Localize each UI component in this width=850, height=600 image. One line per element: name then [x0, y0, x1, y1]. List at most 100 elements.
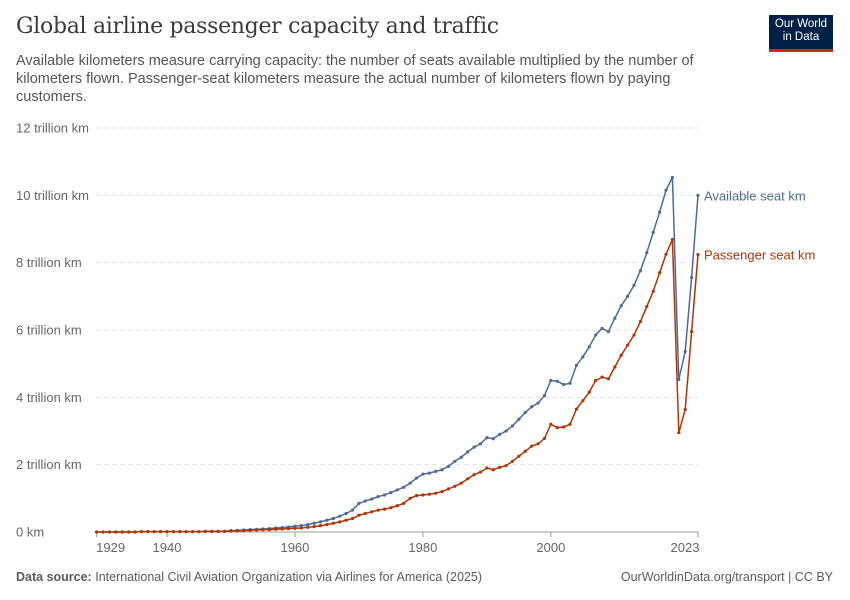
data-point — [126, 530, 131, 534]
line-chart: 0 km 2 trillion km 4 trillion km 6 trillion… — [16, 121, 815, 556]
data-point — [312, 525, 316, 529]
data-point — [530, 444, 534, 448]
data-point — [382, 493, 387, 497]
data-point — [466, 450, 470, 454]
data-point — [210, 529, 214, 533]
data-point — [222, 529, 227, 533]
data-point — [402, 501, 406, 505]
data-point — [190, 530, 195, 534]
data-point — [606, 377, 611, 381]
data-point — [408, 481, 412, 485]
data-point — [242, 529, 246, 533]
data-point — [203, 529, 207, 533]
x-tick-label: 2023 — [671, 540, 700, 555]
owid-logo[interactable]: Our World in Data — [769, 15, 833, 52]
data-point — [325, 518, 329, 522]
data-point — [440, 490, 444, 494]
data-point — [542, 436, 547, 441]
y-tick-label: 10 trillion km — [16, 188, 89, 203]
data-point — [389, 506, 393, 510]
logo-text: Our World in Data — [774, 18, 828, 43]
data-point — [613, 316, 617, 320]
data-point — [670, 175, 675, 180]
data-point — [363, 511, 367, 516]
data-point — [331, 521, 335, 525]
x-tick-label: 2000 — [536, 540, 565, 555]
data-point — [318, 520, 323, 524]
data-point — [370, 510, 374, 514]
data-point — [101, 530, 105, 534]
data-point — [510, 424, 515, 428]
data-point — [658, 271, 662, 275]
data-point — [184, 530, 188, 534]
x-tick-label: 1940 — [153, 540, 182, 555]
data-point — [549, 378, 553, 383]
data-point — [408, 496, 412, 500]
data-point — [95, 530, 99, 534]
data-point — [427, 471, 431, 475]
series-line-0 — [96, 177, 699, 533]
data-point — [248, 528, 252, 532]
data-point — [651, 289, 655, 293]
data-point — [555, 379, 559, 383]
footer-link[interactable]: OurWorldinData.org/transport | CC BY — [620, 570, 833, 584]
data-point — [421, 472, 425, 476]
data-point — [683, 349, 687, 354]
data-point — [626, 343, 630, 347]
data-point — [293, 526, 297, 530]
data-point — [254, 528, 259, 532]
data-point — [235, 529, 239, 533]
data-point — [120, 530, 124, 534]
data-point — [626, 294, 630, 298]
data-point — [338, 514, 342, 518]
data-point — [485, 466, 489, 470]
data-point — [638, 269, 643, 273]
y-tick-label: 8 trillion km — [16, 255, 82, 270]
data-point — [587, 345, 591, 349]
data-point — [357, 501, 361, 505]
data-point — [485, 436, 489, 440]
data-point — [274, 527, 278, 531]
data-point — [376, 495, 380, 499]
data-point — [440, 468, 444, 472]
data-point — [568, 422, 572, 426]
data-point — [581, 399, 585, 403]
data-point — [299, 524, 303, 528]
data-point — [472, 445, 476, 449]
data-point — [498, 432, 502, 436]
data-point — [542, 394, 547, 398]
data-point — [658, 210, 662, 214]
data-point — [555, 426, 559, 430]
data-point — [114, 530, 118, 534]
data-point — [491, 468, 495, 472]
data-point — [421, 493, 425, 497]
data-point — [613, 365, 617, 369]
data-point — [523, 410, 527, 415]
x-tick-label: 1980 — [408, 540, 437, 555]
data-point — [446, 464, 451, 468]
chart-subtitle: Available kilometers measure carrying ca… — [16, 53, 694, 105]
data-point — [107, 530, 111, 534]
data-point — [382, 507, 387, 511]
data-point — [280, 527, 284, 531]
data-point — [434, 469, 438, 473]
data-point — [306, 522, 310, 527]
data-point — [523, 449, 527, 453]
data-point — [318, 524, 323, 528]
data-point — [158, 530, 163, 534]
data-point — [696, 252, 700, 257]
data-point — [600, 375, 604, 379]
data-point — [414, 476, 419, 480]
data-point — [312, 521, 316, 525]
data-point — [574, 407, 579, 411]
x-tick-label: 1929 — [96, 540, 125, 555]
data-point — [344, 511, 348, 516]
data-point — [696, 193, 700, 197]
data-point — [197, 530, 201, 534]
data-point — [267, 528, 271, 532]
data-point — [325, 522, 329, 527]
data-point — [414, 494, 419, 498]
data-point — [306, 525, 310, 529]
y-tick-label: 2 trillion km — [16, 457, 82, 472]
